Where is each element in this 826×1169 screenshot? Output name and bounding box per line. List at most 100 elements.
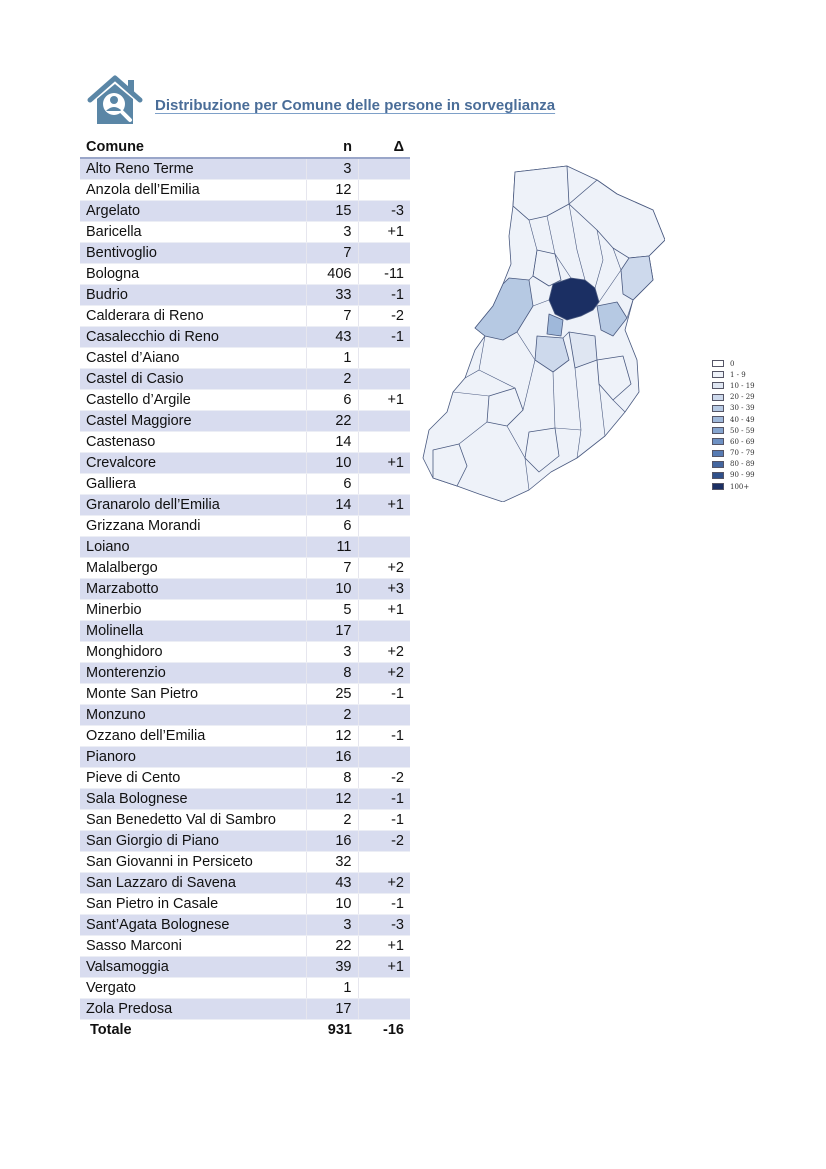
comune-cell: Baricella xyxy=(80,221,307,243)
map-area-casalecchio xyxy=(546,313,564,337)
n-cell: 2 xyxy=(306,809,359,831)
n-cell: 1 xyxy=(306,977,359,999)
column-header-delta: Δ xyxy=(358,137,410,159)
n-cell: 6 xyxy=(306,515,359,537)
delta-cell: -11 xyxy=(358,263,410,285)
comune-cell: Galliera xyxy=(80,473,307,495)
table-row: Zola Predosa 17 xyxy=(80,998,410,1020)
comune-cell: Alto Reno Terme xyxy=(80,158,307,180)
delta-cell: +3 xyxy=(358,578,410,600)
map-area-north-east xyxy=(568,179,665,259)
table-row: Sant’Agata Bolognese 3 -3 xyxy=(80,914,410,936)
comune-cell: Sasso Marconi xyxy=(80,935,307,957)
legend-label: 100+ xyxy=(730,482,750,491)
legend-swatch xyxy=(712,460,724,468)
comune-cell: Pianoro xyxy=(80,746,307,768)
map-legend: 0 1 - 9 10 - 19 20 - 29 30 - 39 40 - 49 50 - 5… xyxy=(712,358,755,492)
n-cell: 33 xyxy=(306,284,359,306)
delta-cell: -2 xyxy=(358,767,410,789)
legend-label: 80 - 89 xyxy=(730,460,755,469)
n-cell: 3 xyxy=(306,641,359,663)
table-row: Monghidoro 3 +2 xyxy=(80,641,410,663)
table-row: Vergato 1 xyxy=(80,977,410,999)
table-row: San Benedetto Val di Sambro 2 -1 xyxy=(80,809,410,831)
total-label: Totale xyxy=(80,1019,306,1040)
n-cell: 2 xyxy=(306,368,359,390)
comune-cell: San Benedetto Val di Sambro xyxy=(80,809,307,831)
delta-cell: -2 xyxy=(358,830,410,852)
comune-cell: Castello d’Argile xyxy=(80,389,307,411)
table-row: Marzabotto 10 +3 xyxy=(80,578,410,600)
delta-cell xyxy=(358,746,410,768)
n-cell: 15 xyxy=(306,200,359,222)
comune-cell: Valsamoggia xyxy=(80,956,307,978)
table-row: Minerbio 5 +1 xyxy=(80,599,410,621)
total-delta: -16 xyxy=(358,1019,410,1040)
table-row: Alto Reno Terme 3 xyxy=(80,158,410,180)
map-area-sasso-marconi xyxy=(534,335,570,373)
delta-cell: -1 xyxy=(358,326,410,348)
map-area-budrio-plain xyxy=(620,255,654,301)
legend-label: 90 - 99 xyxy=(730,471,755,480)
n-cell: 16 xyxy=(306,746,359,768)
house-person-search-icon xyxy=(87,75,143,124)
comune-cell: Argelato xyxy=(80,200,307,222)
table-row: Castel Maggiore 22 xyxy=(80,410,410,432)
table-row: Loiano 11 xyxy=(80,536,410,558)
n-cell: 32 xyxy=(306,851,359,873)
delta-cell xyxy=(358,242,410,264)
legend-label: 20 - 29 xyxy=(730,393,755,402)
n-cell: 6 xyxy=(306,389,359,411)
table-row: Castel d’Aiano 1 xyxy=(80,347,410,369)
comune-cell: Granarolo dell’Emilia xyxy=(80,494,307,516)
legend-label: 60 - 69 xyxy=(730,437,755,446)
delta-cell xyxy=(358,704,410,726)
map-area-alto-reno xyxy=(432,443,468,487)
n-cell: 7 xyxy=(306,557,359,579)
table-row: Sasso Marconi 22 +1 xyxy=(80,935,410,957)
legend-item: 100+ xyxy=(712,481,755,492)
table-row: San Giorgio di Piano 16 -2 xyxy=(80,830,410,852)
n-cell: 3 xyxy=(306,158,359,180)
comune-cell: Castel di Casio xyxy=(80,368,307,390)
delta-cell xyxy=(358,536,410,558)
n-cell: 7 xyxy=(306,305,359,327)
comune-cell: San Giorgio di Piano xyxy=(80,830,307,852)
comune-cell: Zola Predosa xyxy=(80,998,307,1020)
n-cell: 43 xyxy=(306,326,359,348)
legend-swatch xyxy=(712,404,724,412)
comune-cell: Grizzana Morandi xyxy=(80,515,307,537)
delta-cell: -1 xyxy=(358,809,410,831)
comune-cell: Monghidoro xyxy=(80,641,307,663)
delta-cell xyxy=(358,347,410,369)
comune-cell: San Lazzaro di Savena xyxy=(80,872,307,894)
legend-item: 1 - 9 xyxy=(712,369,755,380)
comune-cell: Ozzano dell’Emilia xyxy=(80,725,307,747)
n-cell: 6 xyxy=(306,473,359,495)
delta-cell xyxy=(358,515,410,537)
n-cell: 406 xyxy=(306,263,359,285)
legend-label: 0 xyxy=(730,359,735,368)
n-cell: 25 xyxy=(306,683,359,705)
legend-label: 1 - 9 xyxy=(730,370,746,379)
map-area-vergato xyxy=(486,387,524,427)
n-cell: 14 xyxy=(306,494,359,516)
comune-cell: Minerbio xyxy=(80,599,307,621)
comune-cell: Bologna xyxy=(80,263,307,285)
delta-cell: +1 xyxy=(358,221,410,243)
comune-cell: Castel d’Aiano xyxy=(80,347,307,369)
n-cell: 17 xyxy=(306,620,359,642)
table-row: Bentivoglio 7 xyxy=(80,242,410,264)
legend-item: 80 - 89 xyxy=(712,459,755,470)
legend-item: 60 - 69 xyxy=(712,436,755,447)
legend-item: 20 - 29 xyxy=(712,392,755,403)
delta-cell: +2 xyxy=(358,662,410,684)
legend-swatch xyxy=(712,393,724,401)
legend-swatch xyxy=(712,382,724,390)
delta-cell: -1 xyxy=(358,893,410,915)
table-row: Grizzana Morandi 6 xyxy=(80,515,410,537)
comune-cell: Crevalcore xyxy=(80,452,307,474)
delta-cell: +1 xyxy=(358,935,410,957)
comune-cell: San Giovanni in Persiceto xyxy=(80,851,307,873)
legend-item: 50 - 59 xyxy=(712,425,755,436)
